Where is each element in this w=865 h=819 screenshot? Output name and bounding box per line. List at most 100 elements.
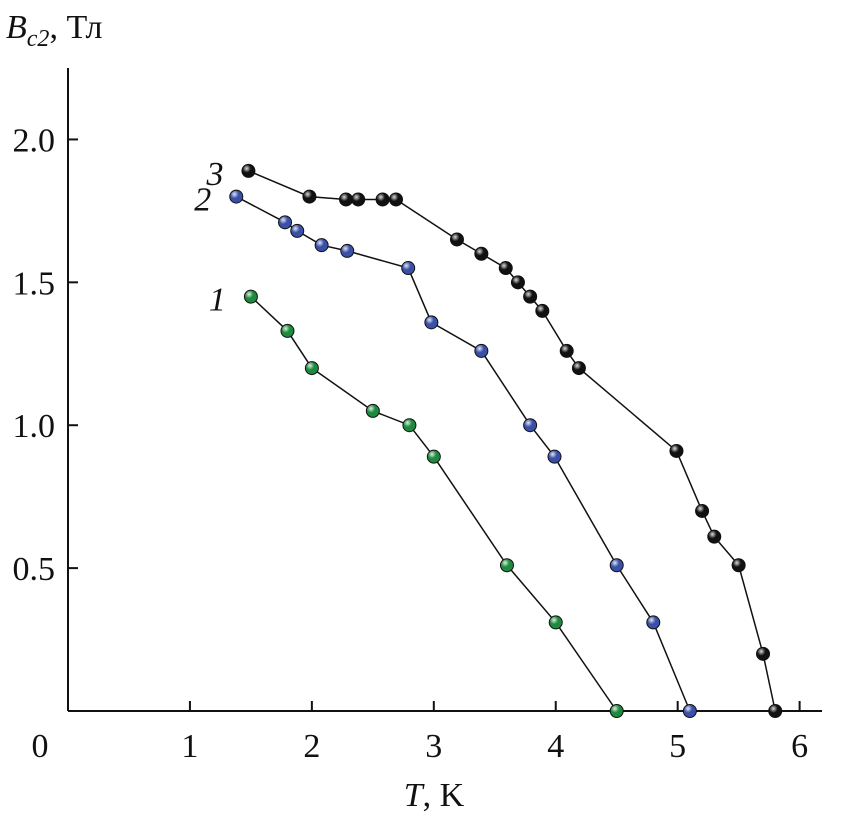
point-shine bbox=[696, 504, 709, 517]
data-point bbox=[280, 323, 295, 338]
data-point bbox=[548, 615, 563, 630]
point-shine bbox=[279, 216, 292, 229]
point-shine bbox=[500, 559, 513, 572]
data-point bbox=[682, 704, 697, 718]
y-tick-label: 2.0 bbox=[13, 122, 56, 159]
point-shine bbox=[281, 324, 294, 337]
point-shine bbox=[769, 705, 782, 717]
point-shine bbox=[230, 190, 243, 203]
point-shine bbox=[403, 419, 416, 432]
data-point bbox=[523, 418, 538, 433]
x-tick-label: 5 bbox=[669, 728, 686, 765]
point-shine bbox=[647, 616, 660, 629]
series-line bbox=[248, 170, 776, 712]
data-point bbox=[695, 503, 710, 518]
point-shine bbox=[572, 362, 585, 375]
data-point bbox=[571, 361, 586, 376]
data-point bbox=[375, 192, 390, 207]
point-shine bbox=[683, 705, 696, 717]
data-point bbox=[339, 192, 354, 207]
point-shine bbox=[536, 304, 549, 317]
point-shine bbox=[291, 224, 304, 237]
data-point bbox=[535, 303, 550, 318]
data-point bbox=[609, 704, 624, 718]
data-point bbox=[424, 315, 439, 330]
x-tick-label: 1 bbox=[181, 728, 198, 765]
data-point bbox=[449, 232, 464, 247]
point-shine bbox=[511, 276, 524, 289]
point-shine bbox=[610, 705, 623, 717]
data-point bbox=[499, 558, 514, 573]
y-axis-label: Bc2, Тл bbox=[6, 9, 103, 52]
point-shine bbox=[732, 559, 745, 572]
series-line bbox=[235, 195, 691, 712]
data-point bbox=[241, 163, 256, 178]
data-point bbox=[559, 343, 574, 358]
data-point bbox=[707, 529, 722, 544]
data-point bbox=[302, 189, 317, 204]
point-shine bbox=[341, 244, 354, 257]
point-shine bbox=[670, 444, 683, 457]
point-shine bbox=[524, 290, 537, 303]
y-tick-label: 1.0 bbox=[13, 408, 56, 445]
data-point bbox=[229, 189, 244, 204]
data-point bbox=[474, 246, 489, 261]
point-shine bbox=[475, 247, 488, 260]
point-shine bbox=[305, 362, 318, 375]
point-shine bbox=[352, 193, 365, 206]
data-point bbox=[365, 403, 380, 418]
x-tick-label: 2 bbox=[303, 728, 320, 765]
point-shine bbox=[425, 316, 438, 329]
data-point bbox=[646, 615, 661, 630]
data-point bbox=[426, 449, 441, 464]
point-shine bbox=[390, 193, 403, 206]
data-point bbox=[351, 192, 366, 207]
x-tick-label: 0 bbox=[32, 728, 49, 765]
point-shine bbox=[402, 262, 415, 275]
point-shine bbox=[560, 344, 573, 357]
series-label: 1 bbox=[209, 282, 226, 319]
x-axis-label: T, K bbox=[404, 777, 465, 814]
y-tick-label: 0.5 bbox=[13, 551, 56, 588]
point-shine bbox=[610, 559, 623, 572]
data-point bbox=[498, 261, 513, 276]
point-shine bbox=[315, 239, 328, 252]
data-point bbox=[731, 558, 746, 573]
point-shine bbox=[549, 616, 562, 629]
x-tick-label: 4 bbox=[547, 728, 564, 765]
point-shine bbox=[450, 233, 463, 246]
series-label: 3 bbox=[205, 156, 223, 193]
point-shine bbox=[303, 190, 316, 203]
data-point bbox=[340, 243, 355, 258]
x-tick-label: 3 bbox=[425, 728, 442, 765]
series-line bbox=[250, 296, 618, 712]
point-shine bbox=[708, 530, 721, 543]
data-point bbox=[401, 261, 416, 276]
data-point bbox=[290, 223, 305, 238]
point-shine bbox=[757, 647, 770, 660]
data-point bbox=[510, 275, 525, 290]
data-point bbox=[609, 558, 624, 573]
data-point bbox=[474, 343, 489, 358]
point-shine bbox=[242, 164, 255, 177]
point-shine bbox=[340, 193, 353, 206]
data-point bbox=[768, 704, 783, 718]
point-shine bbox=[475, 344, 488, 357]
series-label: 2 bbox=[194, 182, 211, 219]
data-point bbox=[278, 215, 293, 230]
point-shine bbox=[524, 419, 537, 432]
point-shine bbox=[366, 404, 379, 417]
data-point bbox=[243, 289, 258, 304]
data-point bbox=[314, 238, 329, 253]
point-shine bbox=[499, 262, 512, 275]
y-tick-label: 1.5 bbox=[13, 265, 56, 302]
point-shine bbox=[427, 450, 440, 463]
data-point bbox=[669, 443, 684, 458]
point-shine bbox=[376, 193, 389, 206]
data-point bbox=[756, 646, 771, 661]
data-point bbox=[402, 418, 417, 433]
point-shine bbox=[548, 450, 561, 463]
point-shine bbox=[244, 290, 257, 303]
data-point bbox=[523, 289, 538, 304]
